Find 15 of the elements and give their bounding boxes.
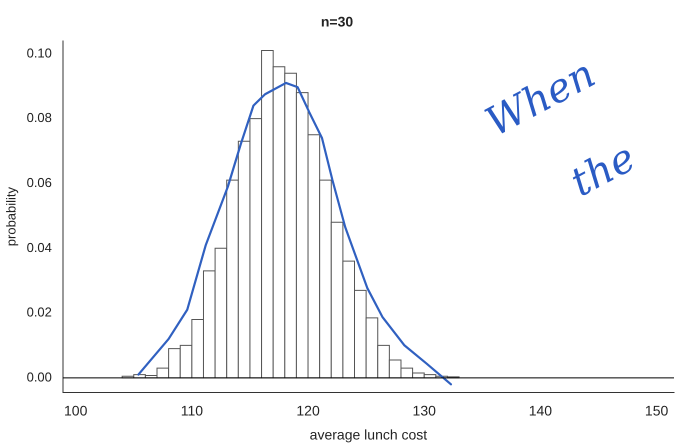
x-tick-label: 150 (644, 402, 668, 419)
x-tick-label: 140 (528, 402, 552, 419)
x-axis-title: average lunch cost (310, 426, 428, 442)
y-axis-title: probability (3, 186, 18, 246)
chart-title: n=30 (320, 13, 354, 30)
x-tick-label: 100 (64, 402, 88, 419)
y-tick-label: 0.02 (26, 304, 52, 320)
x-tick-label: 120 (296, 402, 320, 419)
y-tick-label: 0.08 (26, 110, 52, 126)
y-tick-label: 0.06 (26, 174, 52, 190)
y-tick-label: 0.10 (26, 45, 52, 60)
x-tick-label: 130 (412, 402, 436, 419)
y-tick-label: 0.04 (26, 240, 52, 255)
y-tick-label: 0.00 (26, 369, 52, 384)
x-tick-label: 110 (180, 402, 204, 419)
